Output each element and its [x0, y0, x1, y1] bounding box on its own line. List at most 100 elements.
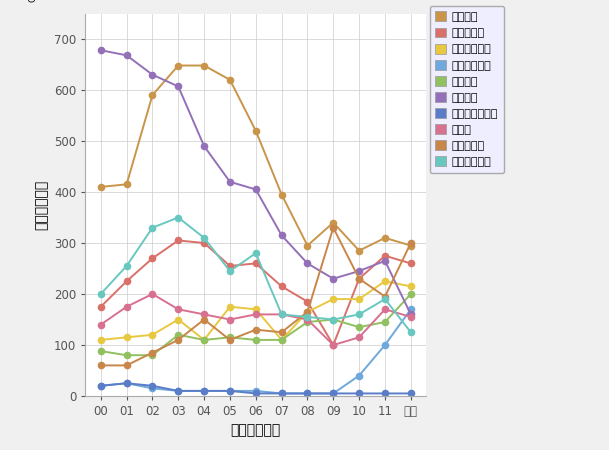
大成建設 [175, 332, 182, 338]
三井住友建設 [227, 268, 234, 274]
清水建設 [175, 63, 182, 68]
大林組 [227, 317, 234, 322]
オイレス工業 [278, 337, 285, 342]
Line: 大成建設: 大成建設 [97, 290, 415, 359]
オイレス工業 [329, 297, 337, 302]
大林組 [381, 306, 389, 312]
新日本製鉄 [304, 309, 311, 315]
構造材料研究会 [381, 391, 389, 396]
ミサワホーム [304, 391, 311, 396]
鹿島建設 [381, 258, 389, 264]
竹中工務店 [407, 261, 415, 266]
竹中工務店 [356, 276, 363, 281]
鹿島建設 [356, 268, 363, 274]
ミサワホーム [97, 383, 104, 388]
三井住友建設 [407, 329, 415, 335]
大林組 [329, 342, 337, 348]
構造材料研究会 [304, 391, 311, 396]
鹿島建設 [97, 48, 104, 53]
大成建設 [356, 324, 363, 330]
新日本製鉄 [97, 363, 104, 368]
ミサワホーム [175, 388, 182, 394]
大成建設 [329, 317, 337, 322]
ミサワホーム [329, 391, 337, 396]
構造材料研究会 [123, 381, 130, 386]
大林組 [304, 317, 311, 322]
構造材料研究会 [227, 388, 234, 394]
三井住友建設 [356, 312, 363, 317]
鹿島建設 [149, 72, 156, 77]
大成建設 [227, 335, 234, 340]
ミサワホーム [123, 381, 130, 386]
Line: 大林組: 大林組 [97, 290, 415, 349]
鹿島建設 [252, 187, 259, 192]
鹿島建設 [227, 179, 234, 184]
新日本製鉄 [149, 350, 156, 356]
構造材料研究会 [356, 391, 363, 396]
構造材料研究会 [278, 391, 285, 396]
鹿島建設 [175, 84, 182, 89]
鹿島建設 [123, 53, 130, 58]
構造材料研究会 [200, 388, 208, 394]
鹿島建設 [407, 312, 415, 317]
竹中工務店 [97, 304, 104, 310]
オイレス工業 [304, 309, 311, 315]
新日本製鉄 [329, 225, 337, 230]
大林組 [200, 312, 208, 317]
構造材料研究会 [329, 391, 337, 396]
ミサワホーム [149, 386, 156, 391]
竹中工務店 [123, 279, 130, 284]
大林組 [356, 335, 363, 340]
大成建設 [407, 291, 415, 297]
清水建設 [381, 235, 389, 241]
Line: 三井住友建設: 三井住友建設 [97, 214, 415, 336]
三井住友建設 [200, 235, 208, 241]
大林組 [149, 291, 156, 297]
構造材料研究会 [407, 391, 415, 396]
鹿島建設 [304, 261, 311, 266]
オイレス工業 [356, 297, 363, 302]
ミサワホーム [278, 391, 285, 396]
竹中工務店 [200, 240, 208, 246]
清水建設 [356, 248, 363, 253]
構造材料研究会 [97, 383, 104, 388]
新日本製鉄 [123, 363, 130, 368]
清水建設 [227, 77, 234, 82]
清水建設 [97, 184, 104, 189]
Y-axis label: 権利者スコア: 権利者スコア [35, 180, 49, 230]
オイレス工業 [175, 317, 182, 322]
Line: ミサワホーム: ミサワホーム [97, 306, 415, 397]
清水建設 [200, 63, 208, 68]
竹中工務店 [175, 238, 182, 243]
大成建設 [278, 337, 285, 342]
新日本製鉄 [278, 329, 285, 335]
三井住友建設 [278, 312, 285, 317]
三井住友建設 [175, 215, 182, 220]
大成建設 [123, 352, 130, 358]
大林組 [175, 306, 182, 312]
竹中工務店 [149, 256, 156, 261]
三井住友建設 [329, 317, 337, 322]
大成建設 [97, 348, 104, 354]
清水建設 [252, 128, 259, 134]
構造材料研究会 [149, 383, 156, 388]
オイレス工業 [200, 337, 208, 342]
ミサワホーム [356, 373, 363, 378]
大成建設 [149, 352, 156, 358]
竹中工務店 [329, 342, 337, 348]
新日本製鉄 [356, 276, 363, 281]
竹中工務店 [252, 261, 259, 266]
大成建設 [381, 320, 389, 325]
オイレス工業 [123, 335, 130, 340]
三井住友建設 [381, 297, 389, 302]
竹中工務店 [304, 299, 311, 304]
大成建設 [252, 337, 259, 342]
清水建設 [407, 243, 415, 248]
オイレス工業 [381, 279, 389, 284]
ミサワホーム [200, 388, 208, 394]
ミサワホーム [252, 388, 259, 394]
竹中工務店 [278, 284, 285, 289]
Line: 新日本製鉄: 新日本製鉄 [97, 224, 415, 369]
オイレス工業 [407, 284, 415, 289]
オイレス工業 [97, 337, 104, 342]
